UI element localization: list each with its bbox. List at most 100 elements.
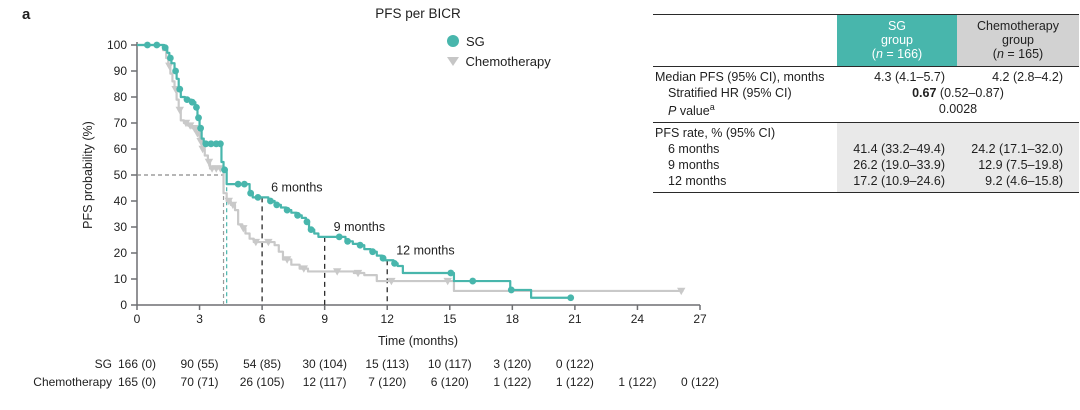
censor-circle-icon <box>254 193 262 201</box>
at-risk-value: 1 (122) <box>556 375 594 389</box>
at-risk-value: 6 (120) <box>431 375 469 389</box>
censor-circle-icon <box>176 85 184 93</box>
censor-circle-icon <box>240 180 248 188</box>
row-label: 12 months <box>668 174 727 189</box>
x-tick-label: 9 <box>321 312 328 326</box>
censor-triangle-icon <box>190 125 199 133</box>
censor-triangle-icon <box>181 119 191 128</box>
censor-triangle-icon <box>443 277 452 286</box>
table-row-pfs-rate-header: PFS rate, % (95% CI) <box>653 122 1079 142</box>
censor-circle-icon <box>188 98 196 106</box>
censor-circle-icon <box>234 180 242 188</box>
at-risk-value: 12 (117) <box>303 375 347 389</box>
table-header-empty <box>653 15 837 66</box>
x-tick-label: 21 <box>568 312 582 326</box>
censor-circle-icon <box>283 206 291 214</box>
table-row-rate-9-months: 9 months 26.2 (19.0–33.9) 12.9 (7.5–19.8… <box>653 157 1079 174</box>
x-tick-label: 27 <box>693 312 707 326</box>
censor-triangle-icon <box>165 62 174 70</box>
at-risk-value: 165 (0) <box>118 375 156 389</box>
x-tick-label: 3 <box>196 312 203 326</box>
results-table: SG group (n = 166) Chemotherapy group (n… <box>653 14 1079 194</box>
at-risk-value: 1 (122) <box>493 375 531 389</box>
censor-triangle-icon <box>175 106 184 115</box>
censor-triangle-icon <box>251 238 261 247</box>
censor-circle-icon <box>307 226 315 234</box>
censor-circle-icon <box>294 211 301 219</box>
panel-letter: a <box>22 6 31 23</box>
at-risk-value: 7 (120) <box>368 375 406 389</box>
censor-circle-icon <box>193 104 200 111</box>
y-tick-label: 30 <box>114 220 128 234</box>
y-tick-label: 50 <box>114 168 128 182</box>
at-risk-row-label: Chemotherapy <box>33 375 112 389</box>
y-tick-label: 100 <box>107 38 127 52</box>
at-risk-value: 26 (105) <box>240 375 285 389</box>
at-risk-value: 3 (120) <box>493 357 531 371</box>
at-risk-row-label: SG <box>95 357 112 371</box>
at-risk-value: 70 (71) <box>181 375 219 389</box>
censor-triangle-icon <box>228 201 238 210</box>
legend-label-sg: SG <box>466 33 485 49</box>
at-risk-value: 166 (0) <box>118 357 156 371</box>
shaded-cell <box>957 123 1079 142</box>
legend-item-chemotherapy: Chemotherapy <box>446 51 551 71</box>
chart-title: PFS per BICR <box>375 6 461 21</box>
rate-9mo-chemo-value: 12.9 (7.5–19.8) <box>957 157 1079 174</box>
row-label: PFS rate, % (95% CI) <box>655 126 776 141</box>
month-annotation-label: 9 months <box>334 220 385 234</box>
y-tick-label: 40 <box>114 194 128 208</box>
censor-circle-icon <box>356 241 364 249</box>
x-tick-label: 0 <box>134 312 141 326</box>
censor-circle-icon <box>335 233 343 241</box>
at-risk-value: 0 (122) <box>556 357 594 371</box>
kaplan-meier-chart: 0 3 6 9 12 15 18 21 24 27 0 10 20 30 40 50 60 70 80 90 100 Ti… <box>33 38 719 389</box>
censor-triangle-icon <box>204 158 214 167</box>
censor-circle-icon <box>195 114 202 122</box>
censor-markers-sg <box>144 41 575 302</box>
censor-circle-icon <box>379 254 387 262</box>
censor-circle-icon <box>153 41 161 49</box>
censor-circle-icon <box>267 197 274 205</box>
x-axis-title: Time (months) <box>378 334 458 348</box>
legend-item-sg: SG <box>447 31 551 51</box>
table-row-stratified-hr: Stratified HR (95% CI) 0.67 (0.52–0.87) <box>653 85 1079 101</box>
censor-circle-icon <box>161 44 169 51</box>
at-risk-value: 90 (55) <box>181 357 219 371</box>
censor-circle-icon <box>344 237 352 245</box>
censor-circle-icon <box>183 96 191 103</box>
censor-triangle-icon <box>193 130 202 138</box>
x-tick-label: 12 <box>381 312 395 326</box>
km-curve-sg <box>137 43 572 299</box>
hr-value: 0.67 (0.52–0.87) <box>912 86 1004 100</box>
censor-circle-icon <box>202 140 210 148</box>
censor-circle-icon <box>247 189 255 197</box>
censor-triangle-icon <box>264 238 273 247</box>
table-header-row: SG group (n = 166) Chemotherapy group (n… <box>653 15 1079 67</box>
y-tick-label: 80 <box>114 90 128 104</box>
median-reference-lines <box>137 174 228 305</box>
p-value: 0.0028 <box>938 102 978 116</box>
legend: SG Chemotherapy <box>446 31 551 71</box>
x-tick-label: 6 <box>259 312 266 326</box>
censor-circle-icon <box>469 277 477 285</box>
censor-markers-chemotherapy <box>165 62 686 296</box>
rate-12mo-chemo-value: 9.2 (4.6–15.8) <box>957 173 1079 193</box>
censor-triangle-icon <box>282 256 292 264</box>
censor-circle-icon <box>207 140 215 148</box>
row-label: Median PFS (95% CI), months <box>655 70 825 84</box>
chemotherapy-triangle-marker-icon <box>446 56 459 66</box>
table-row-rate-6-months: 6 months 41.4 (33.2–49.4) 24.2 (17.1–32.… <box>653 141 1079 158</box>
censor-circle-icon <box>447 269 455 277</box>
censor-triangle-icon <box>299 265 309 273</box>
row-label: P valuea <box>668 102 715 119</box>
censor-triangle-icon <box>224 197 233 206</box>
censor-triangle-icon <box>353 269 363 278</box>
rate-6mo-chemo-value: 24.2 (17.1–32.0) <box>957 141 1079 158</box>
at-risk-value: 10 (117) <box>428 357 472 371</box>
row-label: Stratified HR (95% CI) <box>668 86 792 100</box>
censor-triangle-icon <box>387 277 396 286</box>
censor-triangle-icon <box>332 268 342 276</box>
censor-circle-icon <box>273 201 281 209</box>
